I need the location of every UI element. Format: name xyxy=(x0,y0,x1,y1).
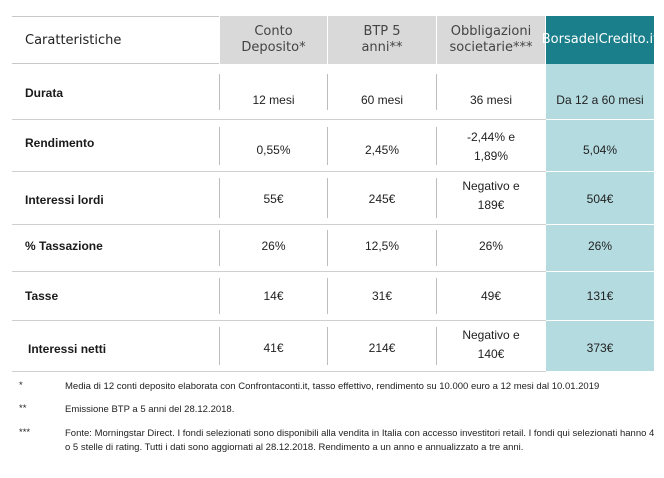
cell-value: 26% xyxy=(478,239,504,253)
header-btp: BTP 5 anni** xyxy=(328,16,436,64)
column-divider xyxy=(219,74,220,110)
column-divider xyxy=(327,74,328,110)
footnote-text: Fonte: Morningstar Direct. I fondi selez… xyxy=(65,428,655,453)
cell-value: 0,55% xyxy=(256,143,291,157)
row-label: Interessi lordi xyxy=(25,193,104,207)
row-divider xyxy=(12,271,546,272)
cell-value: Negativo e 140€ xyxy=(462,328,520,361)
cell-value: 41€ xyxy=(263,341,284,355)
row-divider xyxy=(12,371,546,372)
column-divider xyxy=(327,278,328,314)
row-label: Tasse xyxy=(25,289,59,303)
cell-value: 26% xyxy=(261,239,286,253)
header-caratteristiche: Caratteristiche xyxy=(12,16,219,64)
row-divider xyxy=(12,320,546,321)
column-divider xyxy=(436,178,437,218)
column-divider xyxy=(327,178,328,218)
column-divider xyxy=(219,327,220,365)
cell-value: 60 mesi xyxy=(360,93,404,107)
header-borsadelcredito: BorsadelCredito.it xyxy=(542,16,658,64)
column-divider xyxy=(436,327,437,365)
row-divider xyxy=(12,224,546,225)
column-divider xyxy=(436,230,437,266)
footnote-text: Emissione BTP a 5 anni del 28.12.2018. xyxy=(65,404,235,415)
column-divider xyxy=(327,327,328,365)
cell-value: 49€ xyxy=(480,289,502,303)
comparison-table: Caratteristiche Conto Deposito* BTP 5 an… xyxy=(12,16,658,372)
cell-value: 373€ xyxy=(586,341,614,355)
row-divider xyxy=(546,320,654,321)
footnote-marker: * xyxy=(19,380,23,391)
header-conto-deposito: Conto Deposito* xyxy=(220,16,327,64)
cell-value: Da 12 a 60 mesi xyxy=(556,93,644,107)
cell-value: 26% xyxy=(587,239,613,253)
cell-value: 55€ xyxy=(263,192,284,206)
column-divider xyxy=(327,230,328,266)
row-divider xyxy=(12,119,546,120)
row-divider xyxy=(546,119,654,120)
column-divider xyxy=(327,127,328,165)
cell-value: 31€ xyxy=(371,289,393,303)
cell-value: Negativo e 189€ xyxy=(462,179,520,212)
header-obbligazioni: Obbligazioni societarie*** xyxy=(437,16,545,64)
table-row: Durata 12 mesi 60 mesi 36 mesi Da 12 a 6… xyxy=(12,64,654,119)
table-row: Interessi netti 41€ 214€ Negativo e 140€… xyxy=(12,320,654,371)
row-divider xyxy=(546,171,654,172)
column-divider xyxy=(219,178,220,218)
column-divider xyxy=(219,127,220,165)
column-divider xyxy=(436,278,437,314)
cell-value: 5,04% xyxy=(582,143,618,157)
table-row: Rendimento 0,55% 2,45% -2,44% e 1,89% 5,… xyxy=(12,119,654,171)
row-label: Interessi netti xyxy=(28,342,107,356)
row-label: Rendimento xyxy=(25,136,95,150)
cell-value: 14€ xyxy=(263,289,284,303)
table-row: % Tassazione 26% 12,5% 26% 26% xyxy=(12,224,654,271)
column-divider xyxy=(219,278,220,314)
footnote-marker: ** xyxy=(19,403,27,414)
cell-value: 245€ xyxy=(368,192,396,206)
cell-value: 131€ xyxy=(586,289,614,303)
row-label: % Tassazione xyxy=(25,239,103,253)
column-divider xyxy=(436,127,437,165)
row-divider xyxy=(546,224,654,225)
row-label: Durata xyxy=(25,86,64,100)
cell-value: 2,45% xyxy=(364,143,400,157)
cell-value: -2,44% e 1,89% xyxy=(466,130,516,163)
cell-value: 12 mesi xyxy=(252,93,295,107)
cell-value: 12,5% xyxy=(364,239,400,253)
cell-value: 214€ xyxy=(368,341,396,355)
row-divider xyxy=(546,271,654,272)
footnote-marker: *** xyxy=(19,427,31,438)
cell-value: 36 mesi xyxy=(469,93,513,107)
table-row: Tasse 14€ 31€ 49€ 131€ xyxy=(12,271,654,320)
column-divider xyxy=(436,74,437,110)
column-divider xyxy=(219,230,220,266)
footnote-text: Media di 12 conti deposito elaborata con… xyxy=(65,381,600,392)
table-row: Interessi lordi 55€ 245€ Negativo e 189€… xyxy=(12,171,654,224)
cell-value: 504€ xyxy=(586,192,614,206)
row-divider xyxy=(12,171,546,172)
highlight-column xyxy=(546,64,654,371)
